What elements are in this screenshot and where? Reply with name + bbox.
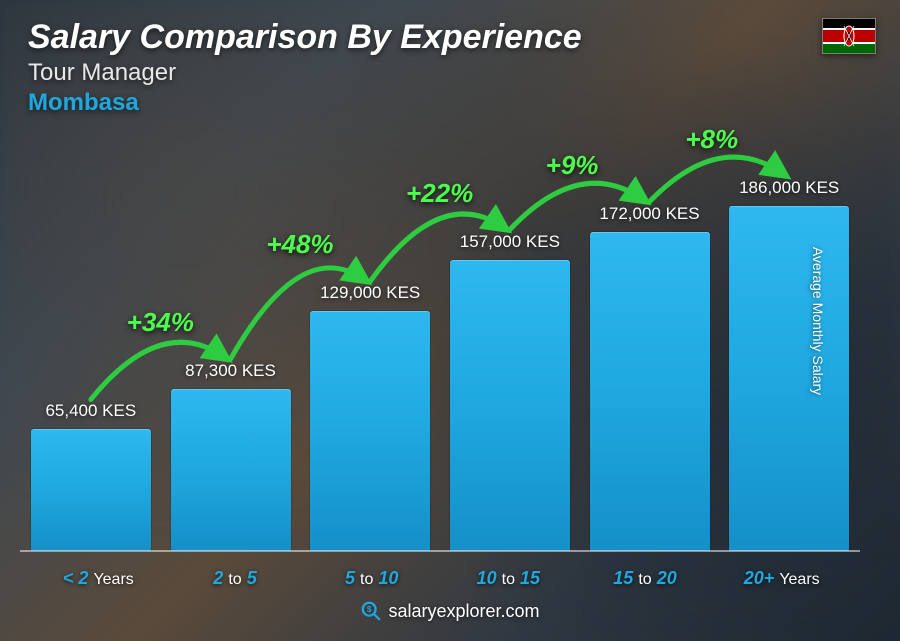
- x-axis-label: 15 to 20: [577, 568, 714, 589]
- footer: $ salaryexplorer.com: [0, 600, 900, 627]
- footer-text: salaryexplorer.com: [388, 601, 539, 622]
- chart-subtitle: Tour Manager: [28, 59, 820, 87]
- chart-title: Salary Comparison By Experience: [28, 18, 820, 57]
- bar-value-label: 129,000 KES: [300, 283, 440, 303]
- x-axis-label: 10 to 15: [440, 568, 577, 589]
- bar: [171, 389, 291, 551]
- bar-wrap: 186,000 KES: [728, 130, 850, 551]
- bar: [729, 206, 849, 551]
- kenya-flag-icon: [822, 18, 876, 54]
- bar: [310, 311, 430, 551]
- bar-value-label: 172,000 KES: [580, 204, 720, 224]
- bar: [590, 232, 710, 551]
- bar: [450, 260, 570, 551]
- bar-wrap: 157,000 KES: [449, 130, 571, 551]
- magnifier-icon: $: [360, 600, 382, 622]
- bar-wrap: 65,400 KES: [30, 130, 152, 551]
- bar-value-label: 87,300 KES: [161, 361, 301, 381]
- x-axis-line: [20, 550, 860, 552]
- bar: [31, 429, 151, 551]
- y-axis-label: Average Monthly Salary: [810, 246, 826, 394]
- x-axis-label: 20+ Years: [713, 568, 850, 589]
- x-axis-label: 2 to 5: [167, 568, 304, 589]
- x-axis-labels: < 2 Years2 to 55 to 1010 to 1515 to 2020…: [30, 568, 850, 589]
- chart-location: Mombasa: [28, 89, 820, 117]
- bars-container: 65,400 KES87,300 KES129,000 KES157,000 K…: [30, 130, 850, 551]
- svg-text:$: $: [367, 605, 372, 614]
- bar-value-label: 186,000 KES: [719, 178, 859, 198]
- x-axis-label: < 2 Years: [30, 568, 167, 589]
- x-axis-label: 5 to 10: [303, 568, 440, 589]
- bar-chart: 65,400 KES87,300 KES129,000 KES157,000 K…: [30, 130, 850, 551]
- chart-header: Salary Comparison By Experience Tour Man…: [28, 18, 820, 117]
- bar-wrap: 87,300 KES: [170, 130, 292, 551]
- bar-wrap: 172,000 KES: [589, 130, 711, 551]
- bar-wrap: 129,000 KES: [309, 130, 431, 551]
- bar-value-label: 65,400 KES: [21, 401, 161, 421]
- bar-value-label: 157,000 KES: [440, 232, 580, 252]
- chart-canvas: Salary Comparison By Experience Tour Man…: [0, 0, 900, 641]
- footer-logo: $ salaryexplorer.com: [360, 600, 539, 622]
